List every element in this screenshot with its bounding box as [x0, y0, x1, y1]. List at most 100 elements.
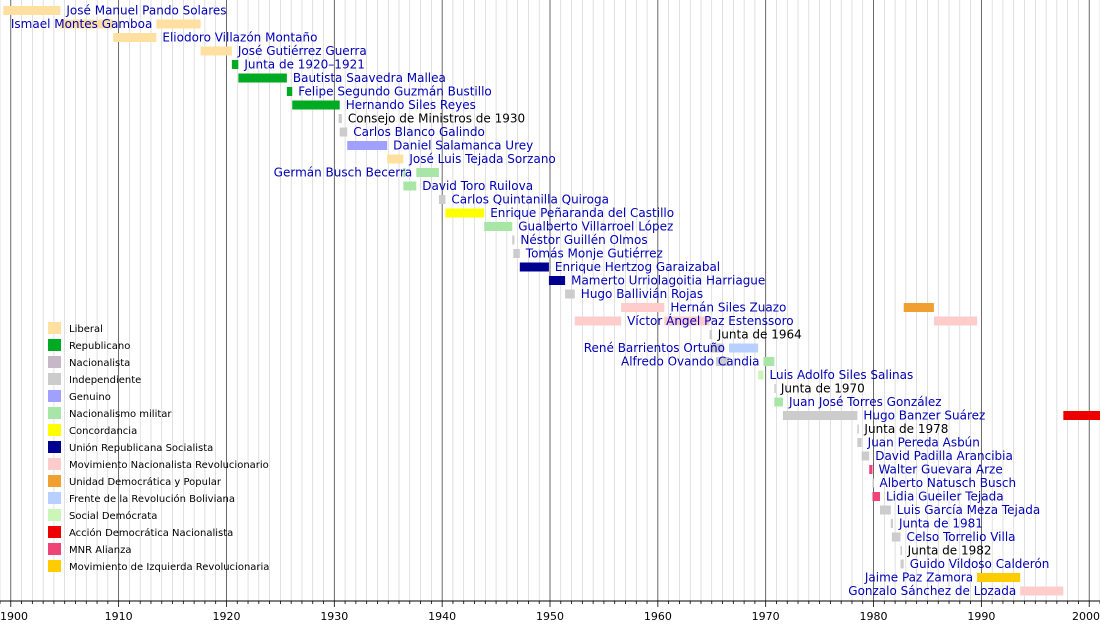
- row-label: Junta de 1970: [780, 382, 865, 396]
- period-bar: [513, 249, 520, 258]
- row-label[interactable]: Víctor Ángel Paz Estenssoro: [627, 313, 793, 328]
- period-bar: [238, 73, 287, 83]
- x-tick-label: 1910: [105, 610, 133, 623]
- period-bars: [3, 6, 1100, 596]
- row-label[interactable]: David Toro Ruilova: [422, 179, 533, 193]
- x-axis: 1900 1910 1920 1930 1940 1950 1960 1970 1980 1990…: [0, 600, 1100, 623]
- period-bar: [286, 87, 293, 96]
- row-label[interactable]: Jaime Paz Zamora: [864, 571, 973, 585]
- row-label[interactable]: José Luis Tejada Sorzano: [408, 152, 555, 166]
- period-bar: [292, 100, 340, 110]
- row-label[interactable]: Luis Adolfo Siles Salinas: [770, 368, 914, 382]
- row-label[interactable]: Mamerto Urriolagoitia Harriague: [571, 274, 765, 288]
- row-label[interactable]: Gonzalo Sánchez de Lozada: [848, 584, 1016, 598]
- legend-label: Republicano: [69, 341, 130, 352]
- row-label[interactable]: Alberto Natusch Busch: [880, 476, 1017, 490]
- row-label[interactable]: Juan Pereda Asbún: [867, 436, 980, 450]
- period-bar: [880, 505, 891, 515]
- legend-label: MNR Alianza: [69, 545, 131, 556]
- row-label[interactable]: Eliodoro Villazón Montaño: [162, 31, 317, 45]
- legend-swatch: [48, 560, 61, 572]
- period-bar: [857, 424, 859, 434]
- row-label[interactable]: Germán Busch Becerra: [274, 166, 413, 180]
- row-label[interactable]: José Manuel Pando Solares: [65, 4, 226, 18]
- period-bar: [900, 546, 902, 555]
- row-label[interactable]: Hernán Siles Zuazo: [670, 301, 786, 315]
- row-label[interactable]: Daniel Salamanca Urey: [393, 139, 533, 153]
- period-bar: [782, 411, 858, 420]
- row-label[interactable]: Juan José Torres González: [788, 395, 942, 409]
- row-label[interactable]: Enrique Peñaranda del Castillo: [490, 206, 674, 220]
- period-bar: [445, 208, 485, 218]
- row-label[interactable]: Hugo Ballivián Rojas: [581, 287, 703, 301]
- legend-label: Movimiento de Izquierda Revolucionaria: [69, 562, 269, 573]
- legend-swatch: [48, 458, 61, 470]
- row-label[interactable]: Carlos Quintanilla Quiroga: [451, 193, 609, 207]
- row-label[interactable]: Néstor Guillén Olmos: [520, 233, 647, 247]
- legend-label: Liberal: [69, 324, 103, 335]
- period-bar: [709, 330, 712, 339]
- period-bar: [900, 559, 904, 569]
- x-tick-label: 1960: [644, 610, 672, 623]
- legend-swatch: [48, 407, 61, 419]
- legend-swatch: [48, 424, 61, 436]
- period-bar: [716, 343, 724, 353]
- period-bar: [339, 127, 348, 137]
- legend-swatch: [48, 441, 61, 453]
- row-label[interactable]: Celso Torrelio Villa: [906, 530, 1015, 544]
- x-tick-label: 1950: [536, 610, 564, 623]
- row-label[interactable]: Alfredo Ovando Candia: [621, 355, 760, 369]
- row-label[interactable]: Luis García Meza Tejada: [897, 503, 1040, 517]
- row-label[interactable]: David Padilla Arancibia: [875, 449, 1013, 463]
- row-label[interactable]: Felipe Segundo Guzmán Bustillo: [298, 85, 492, 99]
- legend-label: Nacionalismo militar: [69, 409, 172, 420]
- legend-label: Concordancia: [69, 426, 137, 437]
- period-bar: [872, 478, 874, 488]
- period-bar: [231, 60, 239, 69]
- period-bar: [438, 195, 446, 204]
- row-label[interactable]: Tomás Monje Gutiérrez: [525, 247, 663, 261]
- legend-label: Independiente: [69, 375, 141, 386]
- period-bar: [758, 370, 764, 380]
- row-label[interactable]: René Barrientos Ortuño: [584, 341, 725, 355]
- x-tick-label: 1980: [860, 610, 888, 623]
- row-label[interactable]: Carlos Blanco Galindo: [353, 125, 485, 139]
- period-bar: [857, 438, 862, 447]
- legend-swatch: [48, 509, 61, 521]
- row-label[interactable]: Walter Guevara Arze: [878, 463, 1002, 477]
- period-bar: [774, 397, 783, 407]
- row-label[interactable]: Hugo Banzer Suárez: [863, 409, 985, 423]
- row-label[interactable]: Junta de 1920–1921: [243, 58, 365, 72]
- period-bar: [60, 19, 114, 29]
- period-bar: [574, 316, 622, 326]
- period-bar: [484, 222, 513, 231]
- period-bar: [891, 532, 901, 542]
- row-label[interactable]: Lidia Gueiler Tejada: [886, 490, 1004, 504]
- period-bar: [763, 357, 775, 366]
- legend-label: Unión Republicana Socialista: [69, 442, 213, 454]
- legend-swatch: [48, 390, 61, 402]
- x-tick-label: 1990: [967, 610, 995, 623]
- period-bar: [548, 276, 566, 285]
- legend-swatch: [48, 356, 61, 368]
- legend: Liberal Republicano Nacionalista Independie…: [48, 322, 269, 573]
- period-bar: [338, 114, 342, 123]
- row-label[interactable]: Enrique Hertzog Garaizabal: [555, 260, 720, 274]
- period-bar: [664, 316, 710, 326]
- x-tick-label: 1930: [320, 610, 348, 623]
- row-label[interactable]: Ismael Montes Gamboa: [11, 17, 152, 31]
- row-label[interactable]: Hernando Siles Reyes: [346, 98, 476, 112]
- row-label[interactable]: Guido Vildoso Calderón: [910, 557, 1050, 571]
- period-bar: [512, 235, 515, 245]
- period-bar: [716, 357, 723, 366]
- row-label[interactable]: Bautista Saavedra Mallea: [293, 71, 446, 85]
- row-label[interactable]: Gualberto Villarroel López: [518, 220, 673, 234]
- row-label[interactable]: Junta de 1981: [898, 517, 983, 531]
- period-bar: [113, 33, 157, 42]
- period-bar: [977, 573, 1021, 582]
- x-tick-label: 2000: [1072, 610, 1100, 623]
- period-bar: [621, 303, 665, 312]
- period-bar: [774, 384, 776, 393]
- row-label[interactable]: José Gutiérrez Guerra: [237, 44, 367, 58]
